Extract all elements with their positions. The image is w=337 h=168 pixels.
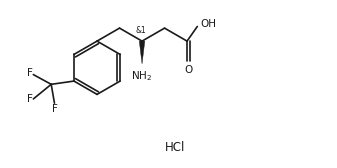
Text: F: F (27, 68, 32, 78)
Text: &1: &1 (135, 26, 146, 35)
Text: O: O (185, 66, 193, 75)
Text: OH: OH (200, 19, 216, 29)
Polygon shape (139, 41, 145, 64)
Text: HCl: HCl (165, 141, 185, 154)
Text: F: F (52, 104, 57, 114)
Text: NH$_2$: NH$_2$ (131, 69, 152, 82)
Text: F: F (27, 94, 32, 104)
